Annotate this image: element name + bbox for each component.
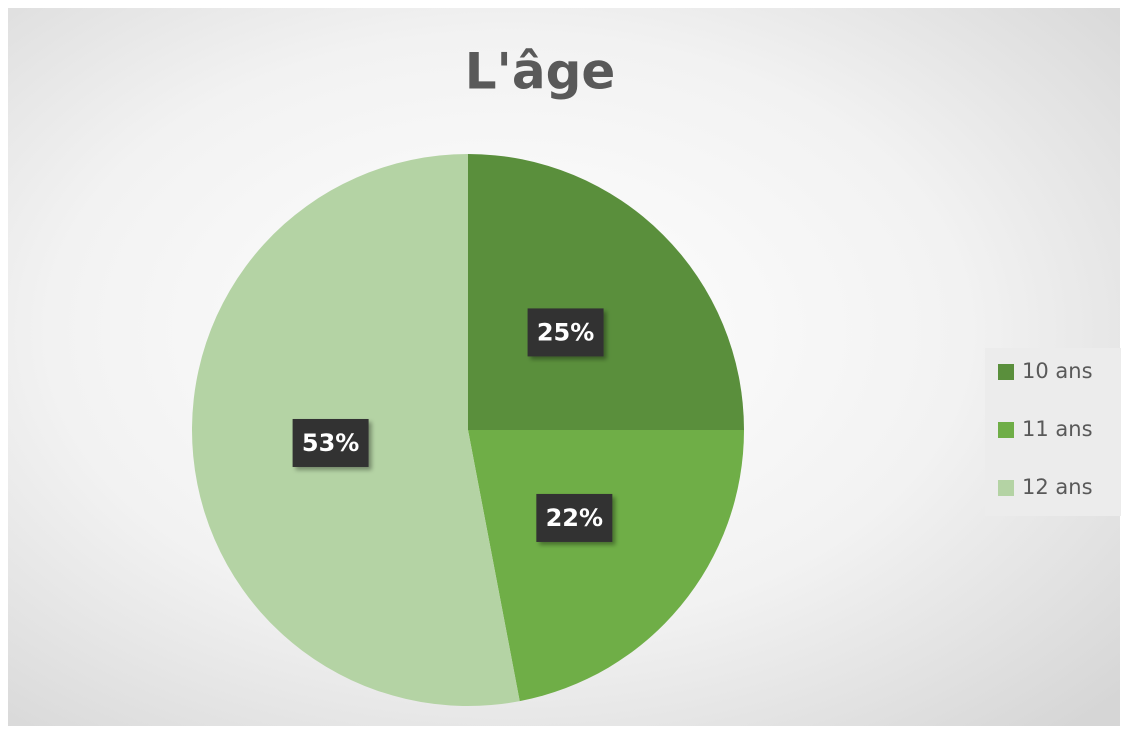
data-label: 25%	[537, 318, 594, 346]
legend-label: 10 ans	[1022, 359, 1093, 383]
legend-swatch	[998, 364, 1014, 380]
legend-label: 12 ans	[1022, 475, 1093, 499]
pie-slice	[468, 154, 744, 430]
legend-swatch	[998, 480, 1014, 496]
data-label-box	[527, 308, 604, 357]
data-label: 53%	[302, 429, 359, 457]
data-label-box	[536, 493, 613, 542]
data-label-box	[292, 418, 369, 467]
legend-label: 11 ans	[1022, 417, 1093, 441]
chart-title: L'âge	[465, 43, 616, 101]
data-label: 22%	[546, 504, 603, 532]
legend-swatch	[998, 422, 1014, 438]
